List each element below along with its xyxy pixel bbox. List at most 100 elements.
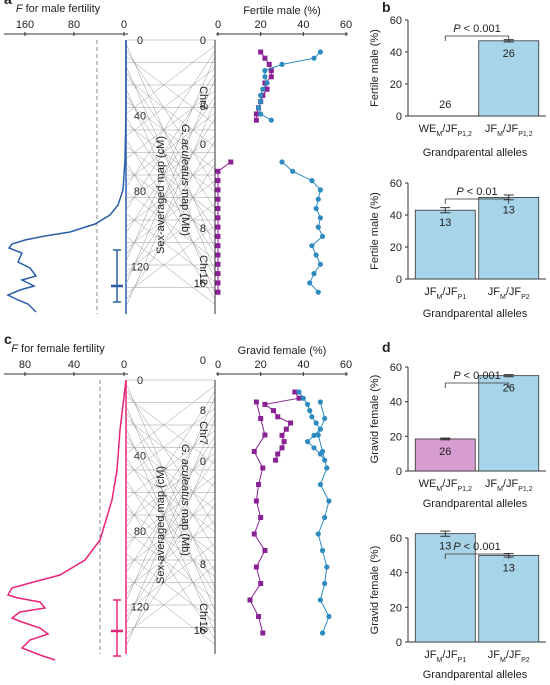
pct-axis-title: Fertile male (%) [243,5,321,17]
chr12-family1-point [258,515,264,520]
f-tick-label: 160 [16,19,34,31]
chr12-family2-point [317,481,323,488]
chr-label: Chr7 [197,86,209,110]
map-link [126,101,216,170]
chr7-family1-point [253,111,259,117]
chr7-family1-point [275,414,281,420]
chr12-family2-point [315,196,321,202]
bar-group-title: Grandparental alleles [423,669,528,681]
bar-y-tick-label: 0 [396,111,402,123]
bar-y-tick-label: 60 [390,15,402,27]
chr7-family1-point [268,68,274,74]
chr12-family2-point [317,597,323,603]
bar-category-label: JFM/JFP2 [488,649,530,664]
chr7-family2-point [255,105,262,111]
p-value-label: P < 0.01 [456,186,497,198]
chr7-family1-point [262,401,268,407]
map-link [126,45,216,114]
chr7-family2-point [309,414,315,420]
mb-tick-label: 16 [194,278,206,290]
p-value-label: P < 0.001 [453,370,500,382]
chr12-family1-point [262,432,268,438]
bar [478,554,540,643]
map-link [126,385,216,454]
f-axis-title: F for male fertility [16,3,101,15]
chr12-family2-point [279,159,285,165]
chr7-family2-point [305,439,311,445]
chr12-family2-point [324,465,330,471]
mb-axis-title: G. aculeatus map (Mb) [179,444,191,556]
chr12-family2-point [322,580,328,587]
map-link [126,135,216,204]
chr12-family1-point [215,289,221,295]
bar-y-tick-label: 60 [390,362,402,374]
chr12-family2-point [315,531,321,537]
mb-axis-title: G. aculeatus map (Mb) [179,124,191,236]
mb-tick-label: 8 [200,405,206,417]
map-link [126,163,216,299]
bar-category-label: JFM/JFP1,2 [485,478,533,493]
chr7-family1-point [279,432,285,438]
chr7-family2-point [300,395,306,401]
chr7-family1-point [258,49,264,55]
pct-tick-label: 40 [297,359,309,371]
map-link [126,141,216,277]
chr12-family2-point [319,233,326,239]
f-tick-label: 80 [68,19,80,31]
bar-y-title: Fertile male (%) [369,29,381,107]
chr12-family1-point [215,168,221,174]
chr12-family2-point [317,399,323,405]
chr7-family1-point [279,445,285,451]
chr12-family2-point [309,243,315,249]
chr7-family1-point [270,408,276,414]
map-links [126,39,216,305]
pct-axis-title: Gravid female (%) [238,345,327,357]
f-tick-label: 80 [19,359,31,371]
chr12-family1-point [215,196,221,202]
chr12-family2-point [290,168,296,174]
f-axis-title: F for female fertility [11,343,105,355]
chr12-family1-point [215,206,221,211]
chr12-family1-point [215,224,221,230]
chr12-family2-point [322,514,328,521]
bar-y-tick-label: 60 [390,178,402,190]
bar-n-label: 26 [439,99,451,111]
map-link [126,565,216,634]
chr12-family1-point [260,465,266,471]
chr12-family1-point [253,498,259,504]
chr12-family2-point [315,224,321,230]
chr7-family1-point [273,457,279,463]
pct-tick-label: 60 [340,359,352,371]
bar [478,40,540,117]
map-link [126,96,216,232]
map-link [126,475,216,544]
map-link [126,56,216,260]
map-link [126,67,216,136]
chr7-family1-point [264,86,270,92]
chr7-family1-point [296,395,302,401]
cM-axis-title: Sex-averaged map (cM) [155,136,167,254]
chr7-family2-point [258,92,264,98]
chr12-family1-point [253,564,259,570]
chr7-family1-point [283,426,289,432]
mb-tick-label: 16 [194,625,206,637]
chr12-family2-point [317,187,323,193]
bar-n-label: 13 [439,541,451,553]
f-profile-curve [6,40,127,313]
map-link [126,51,216,187]
mb-tick-label: 0 [200,355,206,367]
chr12-family1-point [215,261,221,267]
chr7-family2-point [258,99,264,105]
chr12-family1-point [260,630,266,636]
pct-tick-label: 20 [255,19,267,31]
chr12-family2-point [309,178,315,184]
bar-group-title: Grandparental alleles [423,498,528,510]
map-link [126,542,216,611]
map-link [126,225,216,294]
chr12-family2-point [317,261,323,267]
chr12-family2-point [315,289,321,295]
chr12-family1-point [215,233,221,239]
bar [478,375,540,472]
pct-tick-label: 0 [215,359,221,371]
bar-y-tick-label: 60 [390,533,402,545]
